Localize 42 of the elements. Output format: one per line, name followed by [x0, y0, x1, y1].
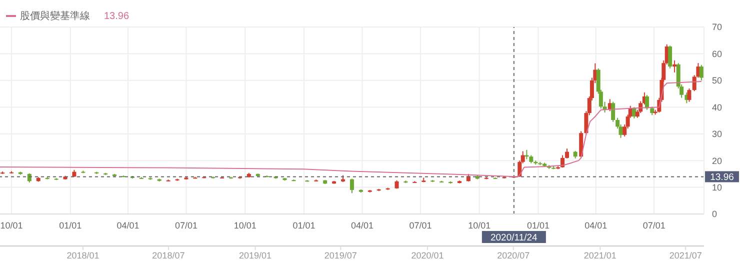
y-tick-label: 50 — [712, 76, 722, 86]
x-tick-label: 07/01 — [642, 220, 666, 230]
candlestick — [524, 149, 529, 160]
line-series — [0, 80, 702, 178]
candlestick — [350, 178, 354, 194]
y-tick-label: 0 — [712, 209, 718, 220]
ref-line-label: 13.96 — [710, 172, 734, 184]
x-tick-label: 01/01 — [292, 220, 316, 230]
ref-line-label: 2020/11/24 — [490, 232, 538, 244]
x-tick-label: 01/01 — [59, 220, 82, 230]
y-tick-label: 40 — [712, 102, 722, 112]
candlestick — [579, 130, 584, 158]
candlestick — [611, 101, 616, 122]
x-tick-label: 07/01 — [174, 220, 198, 230]
candlestick — [668, 45, 672, 69]
x2-tick-label: 2021/01 — [584, 250, 616, 260]
x-tick-label: 10/01 — [468, 220, 491, 230]
x-tick-label: 04/01 — [116, 220, 140, 230]
y-tick-label: 30 — [712, 129, 722, 140]
y-tick-label: 20 — [712, 156, 722, 166]
x2-tick-label: 2019/07 — [324, 250, 357, 260]
legend-label: 股價與變基準線 — [20, 10, 90, 23]
x2-tick-label: 2020/07 — [497, 250, 530, 260]
candlestick — [565, 148, 570, 159]
candlestick — [699, 64, 704, 81]
y-tick-label: 10 — [712, 182, 722, 192]
x-tick-label: 04/01 — [350, 220, 374, 230]
x-tick-label: 10/01 — [234, 220, 256, 230]
candlestick — [672, 60, 677, 73]
x2-tick-label: 2019/01 — [238, 250, 272, 260]
y-tick-label: 70 — [712, 22, 722, 32]
x2-tick-label: 2018/07 — [152, 250, 185, 260]
x-tick-label: 07/01 — [409, 220, 432, 230]
x2-tick-label: 2021/07 — [669, 250, 702, 260]
x2-tick-label: 2020/01 — [411, 250, 444, 260]
x-tick-label: 10/01 — [0, 220, 23, 230]
x2-tick-label: 2018/01 — [66, 250, 100, 260]
x-tick-label: 04/01 — [584, 220, 608, 230]
text: 13.96 — [104, 10, 130, 22]
x-tick-label: 01/01 — [526, 220, 550, 230]
candlestick — [687, 88, 692, 102]
y-tick-label: 60 — [712, 48, 722, 59]
